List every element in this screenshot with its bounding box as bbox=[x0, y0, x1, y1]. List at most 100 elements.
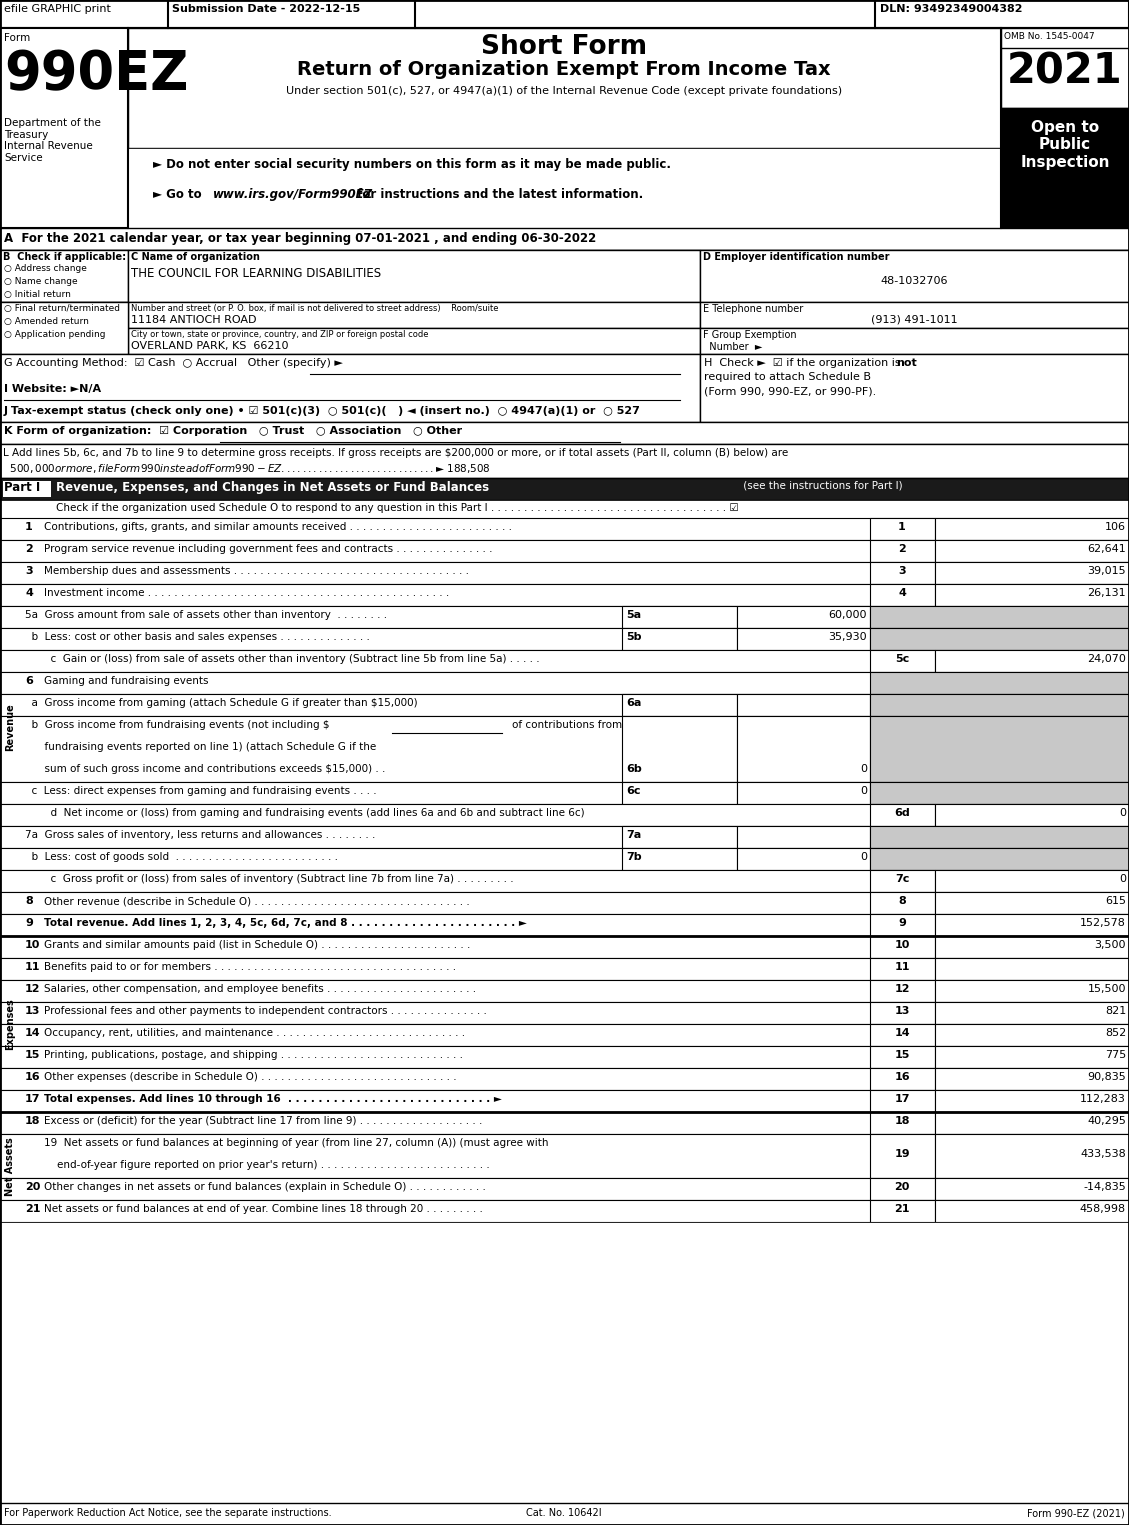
Text: 90,835: 90,835 bbox=[1087, 1072, 1126, 1083]
Bar bbox=[0, 1068, 1129, 1090]
Text: H  Check ►  ☑ if the organization is: H Check ► ☑ if the organization is bbox=[704, 358, 904, 368]
Text: 48-1032706: 48-1032706 bbox=[881, 276, 947, 287]
Text: Other expenses (describe in Schedule O) . . . . . . . . . . . . . . . . . . . . : Other expenses (describe in Schedule O) … bbox=[44, 1072, 456, 1083]
Bar bbox=[622, 782, 737, 804]
Text: G Accounting Method:  ☑ Cash  ○ Accrual   Other (specify) ►: G Accounting Method: ☑ Cash ○ Accrual Ot… bbox=[5, 358, 343, 368]
Text: b  Less: cost or other basis and sales expenses . . . . . . . . . . . . . .: b Less: cost or other basis and sales ex… bbox=[25, 631, 370, 642]
Bar bbox=[0, 605, 1129, 628]
Text: 5a: 5a bbox=[625, 610, 641, 621]
Text: Total revenue. Add lines 1, 2, 3, 4, 5c, 6d, 7c, and 8 . . . . . . . . . . . . .: Total revenue. Add lines 1, 2, 3, 4, 5c,… bbox=[44, 918, 527, 929]
Text: 0: 0 bbox=[1119, 808, 1126, 817]
Bar bbox=[3, 480, 51, 497]
Text: 13: 13 bbox=[894, 1006, 910, 1016]
Bar bbox=[700, 302, 1129, 328]
Text: (Form 990, 990-EZ, or 990-PF).: (Form 990, 990-EZ, or 990-PF). bbox=[704, 386, 876, 396]
Text: Department of the
Treasury
Internal Revenue
Service: Department of the Treasury Internal Reve… bbox=[5, 117, 100, 163]
Text: Net Assets: Net Assets bbox=[5, 1138, 15, 1197]
Text: Form 990-EZ (2021): Form 990-EZ (2021) bbox=[1027, 1508, 1124, 1517]
Text: 19: 19 bbox=[894, 1148, 910, 1159]
Text: 6b: 6b bbox=[625, 764, 641, 775]
Text: ○ Final return/terminated: ○ Final return/terminated bbox=[5, 303, 120, 313]
Text: 2: 2 bbox=[899, 544, 905, 554]
Bar bbox=[0, 250, 1129, 302]
Bar bbox=[870, 804, 935, 827]
Bar bbox=[0, 804, 1129, 827]
Bar bbox=[0, 1200, 1129, 1222]
Text: 17: 17 bbox=[894, 1093, 910, 1104]
Text: 112,283: 112,283 bbox=[1080, 1093, 1126, 1104]
Text: 3,500: 3,500 bbox=[1094, 939, 1126, 950]
Bar bbox=[737, 605, 870, 628]
Text: 60,000: 60,000 bbox=[829, 610, 867, 621]
Bar bbox=[128, 302, 700, 328]
Text: Revenue, Expenses, and Changes in Net Assets or Fund Balances: Revenue, Expenses, and Changes in Net As… bbox=[56, 480, 489, 494]
Bar bbox=[870, 1068, 935, 1090]
Text: ○ Initial return: ○ Initial return bbox=[5, 290, 71, 299]
Bar bbox=[0, 500, 1129, 519]
Bar bbox=[0, 869, 1129, 892]
Text: 14: 14 bbox=[25, 1028, 41, 1039]
Bar bbox=[128, 328, 700, 354]
Text: City or town, state or province, country, and ZIP or foreign postal code: City or town, state or province, country… bbox=[131, 329, 429, 339]
Bar bbox=[0, 584, 1129, 605]
Text: Excess or (deficit) for the year (Subtract line 17 from line 9) . . . . . . . . : Excess or (deficit) for the year (Subtra… bbox=[44, 1116, 482, 1125]
Text: 0: 0 bbox=[860, 785, 867, 796]
Text: 12: 12 bbox=[894, 984, 910, 994]
Text: 8: 8 bbox=[899, 897, 905, 906]
Text: 11: 11 bbox=[894, 962, 910, 971]
Bar bbox=[935, 540, 1129, 563]
Text: Check if the organization used Schedule O to respond to any question in this Par: Check if the organization used Schedule … bbox=[56, 503, 738, 512]
Text: (see the instructions for Part I): (see the instructions for Part I) bbox=[739, 480, 902, 491]
Bar bbox=[0, 694, 1129, 717]
Bar bbox=[0, 1222, 1129, 1504]
Text: 39,015: 39,015 bbox=[1087, 566, 1126, 576]
Text: 24,070: 24,070 bbox=[1087, 654, 1126, 663]
Text: sum of such gross income and contributions exceeds $15,000) . .: sum of such gross income and contributio… bbox=[25, 764, 385, 775]
Bar bbox=[0, 892, 1129, 913]
Text: c  Less: direct expenses from gaming and fundraising events . . . .: c Less: direct expenses from gaming and … bbox=[25, 785, 377, 796]
Text: ► Go to: ► Go to bbox=[154, 188, 205, 201]
Text: Number  ►: Number ► bbox=[703, 342, 762, 352]
Text: of contributions from: of contributions from bbox=[511, 720, 622, 730]
Text: 0: 0 bbox=[860, 764, 867, 775]
Text: 12: 12 bbox=[25, 984, 41, 994]
Text: Salaries, other compensation, and employee benefits . . . . . . . . . . . . . . : Salaries, other compensation, and employ… bbox=[44, 984, 476, 994]
Bar bbox=[0, 981, 1129, 1002]
Text: 0: 0 bbox=[1119, 874, 1126, 884]
Bar bbox=[737, 827, 870, 848]
Text: 2: 2 bbox=[25, 544, 33, 554]
Text: Membership dues and assessments . . . . . . . . . . . . . . . . . . . . . . . . : Membership dues and assessments . . . . … bbox=[44, 566, 469, 576]
Text: D Employer identification number: D Employer identification number bbox=[703, 252, 890, 262]
Bar bbox=[935, 1200, 1129, 1222]
Text: B  Check if applicable:: B Check if applicable: bbox=[3, 252, 126, 262]
Bar bbox=[935, 1135, 1129, 1177]
Text: 20: 20 bbox=[894, 1182, 910, 1193]
Text: Short Form: Short Form bbox=[481, 34, 647, 59]
Bar bbox=[870, 518, 935, 540]
Bar bbox=[0, 1177, 1129, 1200]
Bar bbox=[0, 1023, 1129, 1046]
Text: required to attach Schedule B: required to attach Schedule B bbox=[704, 372, 870, 381]
Bar bbox=[0, 1046, 1129, 1068]
Bar bbox=[935, 1068, 1129, 1090]
Bar bbox=[700, 328, 1129, 354]
Text: 458,998: 458,998 bbox=[1079, 1205, 1126, 1214]
Text: 40,295: 40,295 bbox=[1087, 1116, 1126, 1125]
Text: K Form of organization:  ☑ Corporation   ○ Trust   ○ Association   ○ Other: K Form of organization: ☑ Corporation ○ … bbox=[5, 425, 462, 436]
Text: 8: 8 bbox=[25, 897, 33, 906]
Bar bbox=[870, 717, 1129, 782]
Text: Program service revenue including government fees and contracts . . . . . . . . : Program service revenue including govern… bbox=[44, 544, 492, 554]
Bar bbox=[0, 936, 1129, 958]
Bar bbox=[0, 628, 1129, 650]
Text: 1: 1 bbox=[899, 522, 905, 532]
Text: 7a: 7a bbox=[625, 830, 641, 840]
Bar bbox=[0, 354, 700, 422]
Bar bbox=[935, 981, 1129, 1002]
Text: 0: 0 bbox=[860, 852, 867, 862]
Bar bbox=[0, 782, 1129, 804]
Bar bbox=[0, 827, 1129, 848]
Text: 7a  Gross sales of inventory, less returns and allowances . . . . . . . .: 7a Gross sales of inventory, less return… bbox=[25, 830, 375, 840]
Bar bbox=[128, 148, 1001, 229]
Text: Submission Date - 2022-12-15: Submission Date - 2022-12-15 bbox=[172, 5, 360, 14]
Text: F Group Exemption: F Group Exemption bbox=[703, 329, 797, 340]
